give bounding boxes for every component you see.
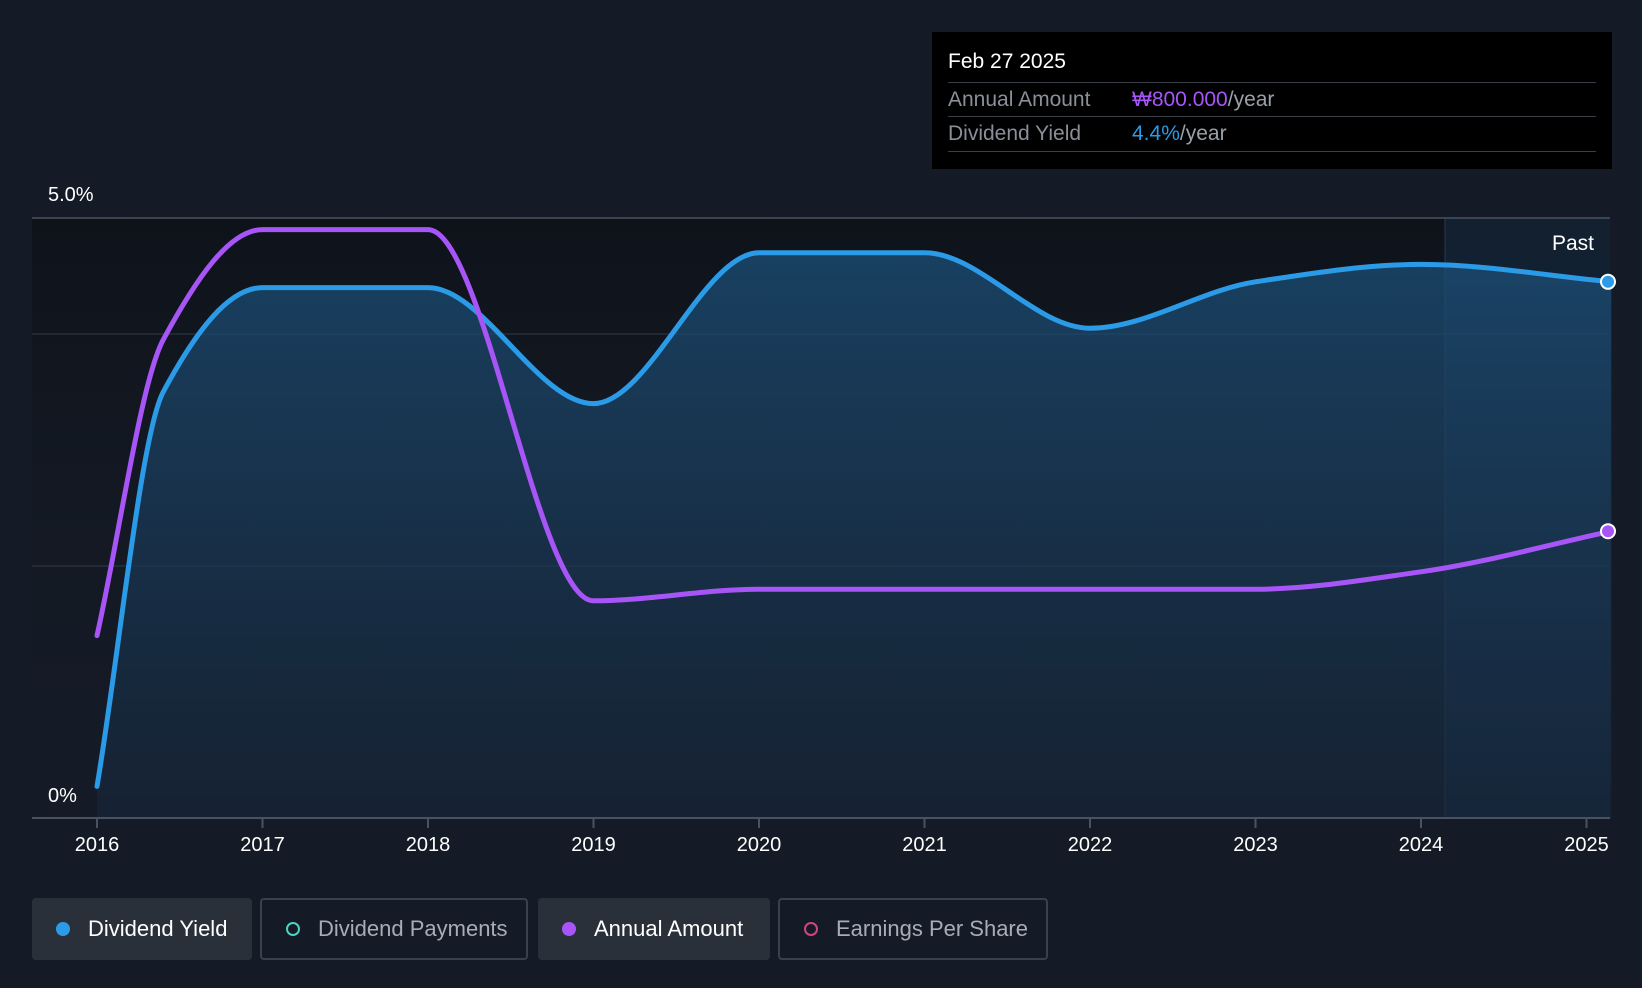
legend-dividend-payments-button[interactable]: Dividend Payments <box>260 898 528 960</box>
end-markers <box>1600 273 1616 540</box>
dividend-yield-end-marker <box>1600 273 1616 290</box>
legend-label: Annual Amount <box>594 916 744 941</box>
tooltip-label: Dividend Yield <box>948 122 1082 145</box>
legend-earnings-per-share-button[interactable]: Earnings Per Share <box>778 898 1048 960</box>
x-tick-label: 2025 <box>1564 834 1609 856</box>
annual-amount-line <box>94 227 1614 639</box>
x-tick-label: 2023 <box>1233 834 1278 856</box>
x-tick-label: 2016 <box>75 834 120 856</box>
tooltip-value: ₩800.000/year <box>1132 88 1274 112</box>
legend-label: Dividend Payments <box>318 916 508 941</box>
tooltip-row-annual-amount: Annual Amount ₩800.000/year <box>948 82 1596 117</box>
tooltip: Feb 27 2025 Annual Amount ₩800.000/year … <box>932 32 1612 169</box>
legend-annual-amount-button[interactable]: Annual Amount <box>538 898 770 960</box>
dividend-yield-line <box>94 250 1614 789</box>
tooltip-unit: /year <box>1227 88 1275 111</box>
x-tick-label: 2019 <box>571 834 616 856</box>
past-label: Past <box>1552 232 1594 255</box>
x-tick-label: 2022 <box>1068 834 1113 856</box>
x-tick-label: 2018 <box>406 834 451 856</box>
legend-label: Dividend Yield <box>88 916 228 941</box>
x-tick-label: 2021 <box>902 834 947 856</box>
x-tick-label: 2020 <box>737 834 782 856</box>
tooltip-date: Feb 27 2025 <box>948 50 1066 73</box>
y-tick-label-top: 5.0% <box>48 184 94 206</box>
legend-ring-icon <box>286 922 300 936</box>
legend-ring-icon <box>804 922 818 936</box>
tooltip-label: Annual Amount <box>948 88 1091 111</box>
y-tick-label-bottom: 0% <box>48 785 77 807</box>
x-tick-label: 2024 <box>1399 834 1444 856</box>
legend-dot-icon <box>56 922 70 936</box>
tooltip-amount-value: ₩800.000 <box>1132 88 1228 111</box>
legend-label: Earnings Per Share <box>836 916 1028 941</box>
tooltip-unit: /year <box>1179 122 1227 145</box>
annual-amount-end-marker <box>1600 523 1616 540</box>
x-axis-ticks: 2016 2017 2018 2019 2020 2021 2022 2023 2024 2025 <box>75 818 1609 856</box>
dividend-yield-area <box>97 252 1612 819</box>
tooltip-row-dividend-yield: Dividend Yield 4.4%/year <box>948 116 1596 152</box>
tooltip-yield-value: 4.4% <box>1132 122 1180 145</box>
tooltip-value: 4.4%/year <box>1132 122 1227 146</box>
line-layer <box>94 227 1614 789</box>
area-layer <box>97 252 1612 819</box>
legend-dividend-yield-button[interactable]: Dividend Yield <box>32 898 252 960</box>
x-tick-label: 2017 <box>240 834 285 856</box>
legend-dot-icon <box>562 922 576 936</box>
